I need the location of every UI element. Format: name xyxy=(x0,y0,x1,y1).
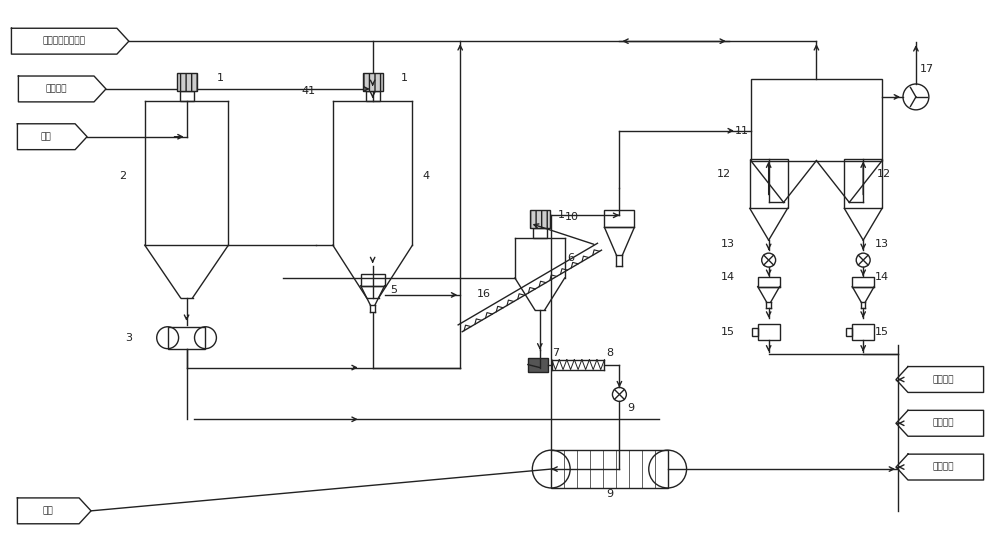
Text: 压缩空气: 压缩空气 xyxy=(932,375,954,384)
Text: 12: 12 xyxy=(877,169,891,179)
Text: 2: 2 xyxy=(119,171,126,180)
Bar xyxy=(752,328,758,336)
Bar xyxy=(758,324,780,340)
Polygon shape xyxy=(17,498,91,524)
Text: 7: 7 xyxy=(552,348,559,358)
Bar xyxy=(852,324,874,340)
Bar xyxy=(604,210,634,227)
Text: 1: 1 xyxy=(400,73,407,83)
Text: 17: 17 xyxy=(920,64,934,74)
Text: 4: 4 xyxy=(422,171,430,180)
Text: 41: 41 xyxy=(301,86,315,96)
Text: 5: 5 xyxy=(391,285,398,295)
Text: 压缩空气: 压缩空气 xyxy=(45,85,67,94)
Bar xyxy=(528,358,548,371)
Text: 9: 9 xyxy=(606,489,613,499)
Bar xyxy=(846,328,852,336)
Text: 原煤: 原煤 xyxy=(41,132,52,141)
Bar xyxy=(551,450,668,488)
Bar xyxy=(751,79,882,161)
Text: 9: 9 xyxy=(627,403,634,413)
Bar xyxy=(363,73,383,91)
Text: 14: 14 xyxy=(875,272,889,282)
Bar xyxy=(177,73,197,91)
Bar xyxy=(530,211,550,228)
Bar xyxy=(366,91,380,101)
Text: 去回转窑: 去回转窑 xyxy=(932,419,954,428)
Bar xyxy=(844,158,882,208)
Text: 11: 11 xyxy=(735,126,749,136)
Text: 12: 12 xyxy=(717,169,731,179)
Text: 3: 3 xyxy=(125,333,132,343)
Text: 16: 16 xyxy=(477,289,491,299)
Bar xyxy=(180,91,194,101)
Text: 气化飞灰来自罐车: 气化飞灰来自罐车 xyxy=(43,37,86,46)
Text: 13: 13 xyxy=(721,239,735,249)
Text: 15: 15 xyxy=(721,326,735,337)
Polygon shape xyxy=(17,124,87,150)
Bar xyxy=(852,277,874,287)
Text: 去分解炉: 去分解炉 xyxy=(932,463,954,472)
Polygon shape xyxy=(896,410,984,436)
Bar xyxy=(758,277,780,287)
Polygon shape xyxy=(11,28,129,54)
Bar xyxy=(750,158,788,208)
Text: 13: 13 xyxy=(875,239,889,249)
Bar xyxy=(361,274,385,286)
Text: 15: 15 xyxy=(875,326,889,337)
Text: 6: 6 xyxy=(568,253,575,263)
Bar xyxy=(168,327,205,349)
Text: 1: 1 xyxy=(216,73,223,83)
Text: 10: 10 xyxy=(565,212,579,222)
Polygon shape xyxy=(896,454,984,480)
Polygon shape xyxy=(896,367,984,393)
Bar xyxy=(533,228,547,238)
Text: 14: 14 xyxy=(721,272,735,282)
Text: 热风: 热风 xyxy=(43,506,54,515)
Polygon shape xyxy=(18,76,106,102)
Text: 8: 8 xyxy=(606,348,614,358)
Text: 1: 1 xyxy=(558,211,565,220)
